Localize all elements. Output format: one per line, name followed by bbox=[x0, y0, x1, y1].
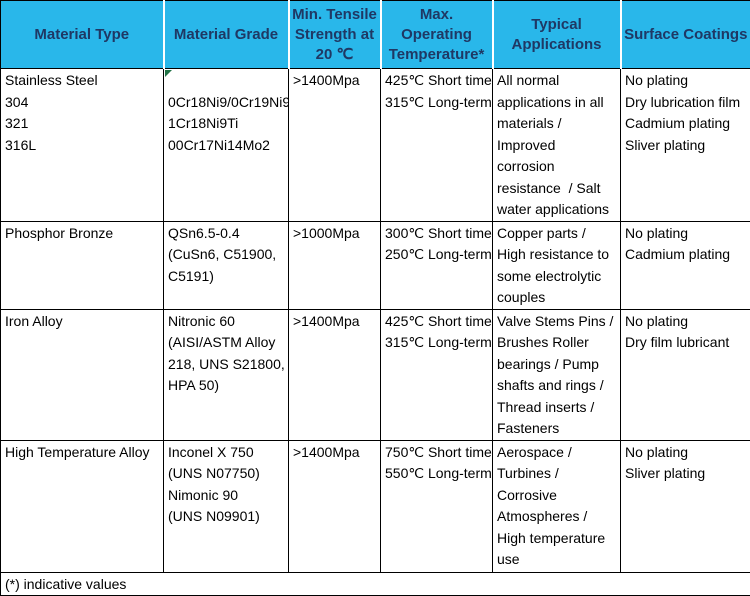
cell-tensile-strength: >1400Mpa bbox=[289, 69, 381, 222]
cell-max-temperature: 425℃ Short time 315℃ Long-term bbox=[381, 309, 493, 440]
cell-surface-coatings: No plating Dry lubrication film Cadmium … bbox=[621, 69, 750, 222]
cell-tensile-strength: >1000Mpa bbox=[289, 221, 381, 309]
cell-surface-coatings: No plating Dry film lubricant bbox=[621, 309, 750, 440]
cell-material-grade: 0Cr18Ni9/0Cr19Ni9 1Cr18Ni9Ti 00Cr17Ni14M… bbox=[164, 69, 289, 222]
cell-tensile-strength: >1400Mpa bbox=[289, 309, 381, 440]
header-row: Material Type Material Grade Min. Tensil… bbox=[1, 1, 750, 69]
cell-material-grade: Nitronic 60 (AISI/ASTM Alloy 218, UNS S2… bbox=[164, 309, 289, 440]
table-row: Phosphor Bronze QSn6.5-0.4 (CuSn6, C5190… bbox=[1, 221, 750, 309]
cell-max-temperature: 300℃ Short time 250℃ Long-term bbox=[381, 221, 493, 309]
comment-marker-icon bbox=[165, 70, 172, 77]
header-typical-applications: Typical Applications bbox=[493, 1, 621, 69]
cell-material-type: Phosphor Bronze bbox=[1, 221, 164, 309]
header-material-type: Material Type bbox=[1, 1, 164, 69]
cell-material-grade: QSn6.5-0.4 (CuSn6, C51900, C5191) bbox=[164, 221, 289, 309]
cell-surface-coatings: No plating Cadmium plating bbox=[621, 221, 750, 309]
cell-typical-applications: Aerospace / Turbines / Corrosive Atmosph… bbox=[493, 440, 621, 572]
table-row: Iron Alloy Nitronic 60 (AISI/ASTM Alloy … bbox=[1, 309, 750, 440]
cell-max-temperature: 750℃ Short time 550℃ Long-term bbox=[381, 440, 493, 572]
cell-material-type: Stainless Steel 304 321 316L bbox=[1, 69, 164, 222]
cell-material-type: High Temperature Alloy bbox=[1, 440, 164, 572]
cell-max-temperature: 425℃ Short time 315℃ Long-term bbox=[381, 69, 493, 222]
cell-typical-applications: Valve Stems Pins / Brushes Roller bearin… bbox=[493, 309, 621, 440]
cell-typical-applications: Copper parts / High resistance to some e… bbox=[493, 221, 621, 309]
footnote-text: (*) indicative values bbox=[1, 572, 750, 595]
cell-material-grade: Inconel X 750 (UNS N07750) Nimonic 90 (U… bbox=[164, 440, 289, 572]
cell-material-grade-text: 0Cr18Ni9/0Cr19Ni9 1Cr18Ni9Ti 00Cr17Ni14M… bbox=[168, 94, 289, 153]
cell-tensile-strength: >1400Mpa bbox=[289, 440, 381, 572]
cell-surface-coatings: No plating Sliver plating bbox=[621, 440, 750, 572]
table-row: Stainless Steel 304 321 316L 0Cr18Ni9/0C… bbox=[1, 69, 750, 222]
footnote-row: (*) indicative values bbox=[1, 572, 750, 595]
cell-material-type: Iron Alloy bbox=[1, 309, 164, 440]
table-row: High Temperature Alloy Inconel X 750 (UN… bbox=[1, 440, 750, 572]
cell-typical-applications: All normal applications in all materials… bbox=[493, 69, 621, 222]
header-max-operating-temperature: Max. Operating Temperature* bbox=[381, 1, 493, 69]
header-min-tensile-strength: Min. Tensile Strength at 20 ℃ bbox=[289, 1, 381, 69]
header-surface-coatings: Surface Coatings bbox=[621, 1, 750, 69]
header-material-grade: Material Grade bbox=[164, 1, 289, 69]
